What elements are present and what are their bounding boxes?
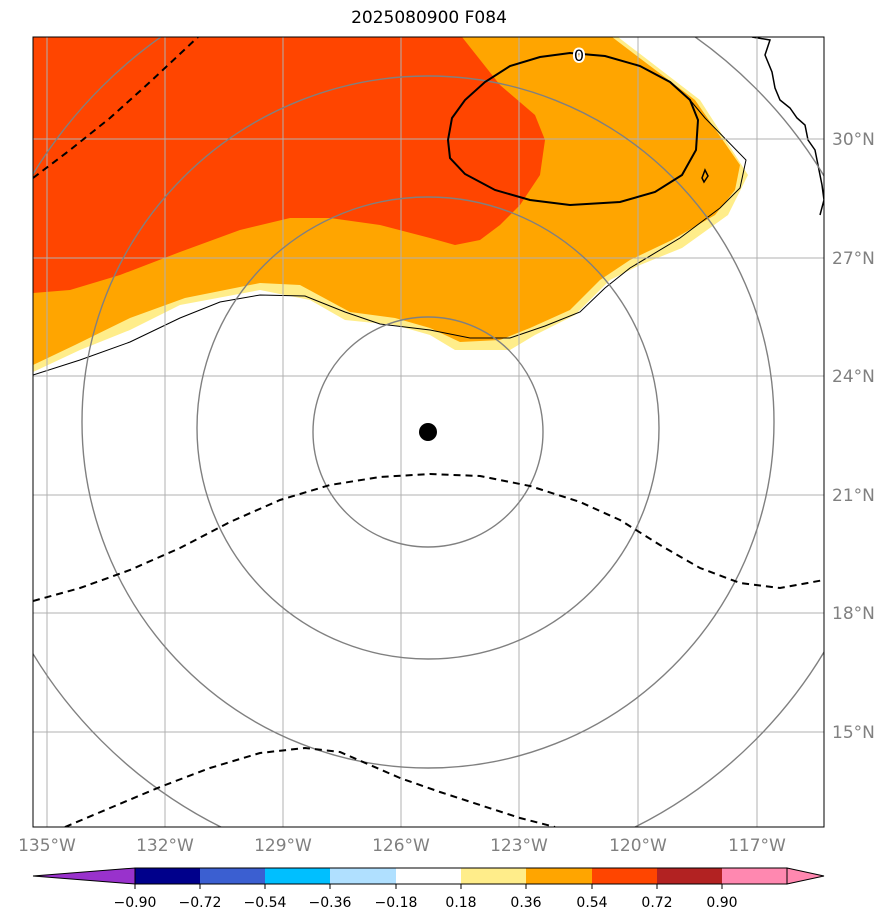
storm-center-marker xyxy=(419,423,437,441)
colorbar-tick-label: 0.90 xyxy=(706,895,737,911)
colorbar-extend-high xyxy=(786,867,825,885)
colorbar-tick-label: −0.18 xyxy=(375,895,418,911)
colorbar-tick-label: 0.18 xyxy=(445,895,476,911)
lat-tick-label: 21°N xyxy=(832,486,875,506)
colorbar-tick-label: −0.36 xyxy=(309,895,352,911)
colorbar-tick-label: 0.36 xyxy=(510,895,541,911)
lat-tick-label: 18°N xyxy=(832,604,875,624)
lon-tick-label: 126°W xyxy=(372,836,430,856)
contour-label: 0 xyxy=(574,46,584,65)
contour-negative xyxy=(64,746,556,827)
colorbar-segment xyxy=(265,868,330,884)
lon-tick-label: 129°W xyxy=(254,836,312,856)
colorbar-tick-label: 0.72 xyxy=(641,895,672,911)
colorbar-extend-low xyxy=(32,867,136,885)
contour-zero xyxy=(446,51,700,207)
colorbar-segment xyxy=(200,868,265,884)
lat-tick-label: 30°N xyxy=(832,130,875,150)
contour-zero xyxy=(701,168,709,184)
colorbar-tick-label: 0.54 xyxy=(576,895,607,911)
colorbar-segment xyxy=(657,868,722,884)
map-title: 2025080900 F084 xyxy=(351,8,507,28)
contour-negative xyxy=(33,37,199,179)
lat-tick-label: 27°N xyxy=(832,249,875,269)
colorbar-segment xyxy=(526,868,592,884)
colorbar-segment xyxy=(592,868,657,884)
range-rings xyxy=(33,37,824,827)
anomaly-fill-0.54 xyxy=(33,37,545,293)
lat-tick-label: 15°N xyxy=(832,723,875,743)
colorbar-segment xyxy=(330,868,396,884)
map-frame xyxy=(32,36,825,828)
colorbar-tick-label: −0.54 xyxy=(244,895,287,911)
colorbar-segment xyxy=(461,868,526,884)
map-area: 0 xyxy=(33,37,824,827)
lat-tick-label: 24°N xyxy=(832,367,875,387)
coastline xyxy=(751,37,824,216)
colorbar-segment xyxy=(135,868,200,884)
contour-negative xyxy=(33,472,824,602)
lon-tick-label: 135°W xyxy=(18,836,76,856)
colorbar-tick-label: −0.72 xyxy=(179,895,222,911)
colorbar-segment xyxy=(396,868,461,884)
colorbar-tick-label: −0.90 xyxy=(114,895,157,911)
graticule xyxy=(33,37,824,827)
colorbar: −0.90 −0.72 −0.54 −0.36 −0.18 0.18 0.36 … xyxy=(32,867,825,911)
lon-tick-label: 117°W xyxy=(728,836,786,856)
colorbar-segment xyxy=(722,868,787,884)
lon-tick-label: 123°W xyxy=(490,836,548,856)
coastline xyxy=(33,99,747,376)
lon-tick-label: 120°W xyxy=(609,836,667,856)
lon-tick-label: 132°W xyxy=(136,836,194,856)
